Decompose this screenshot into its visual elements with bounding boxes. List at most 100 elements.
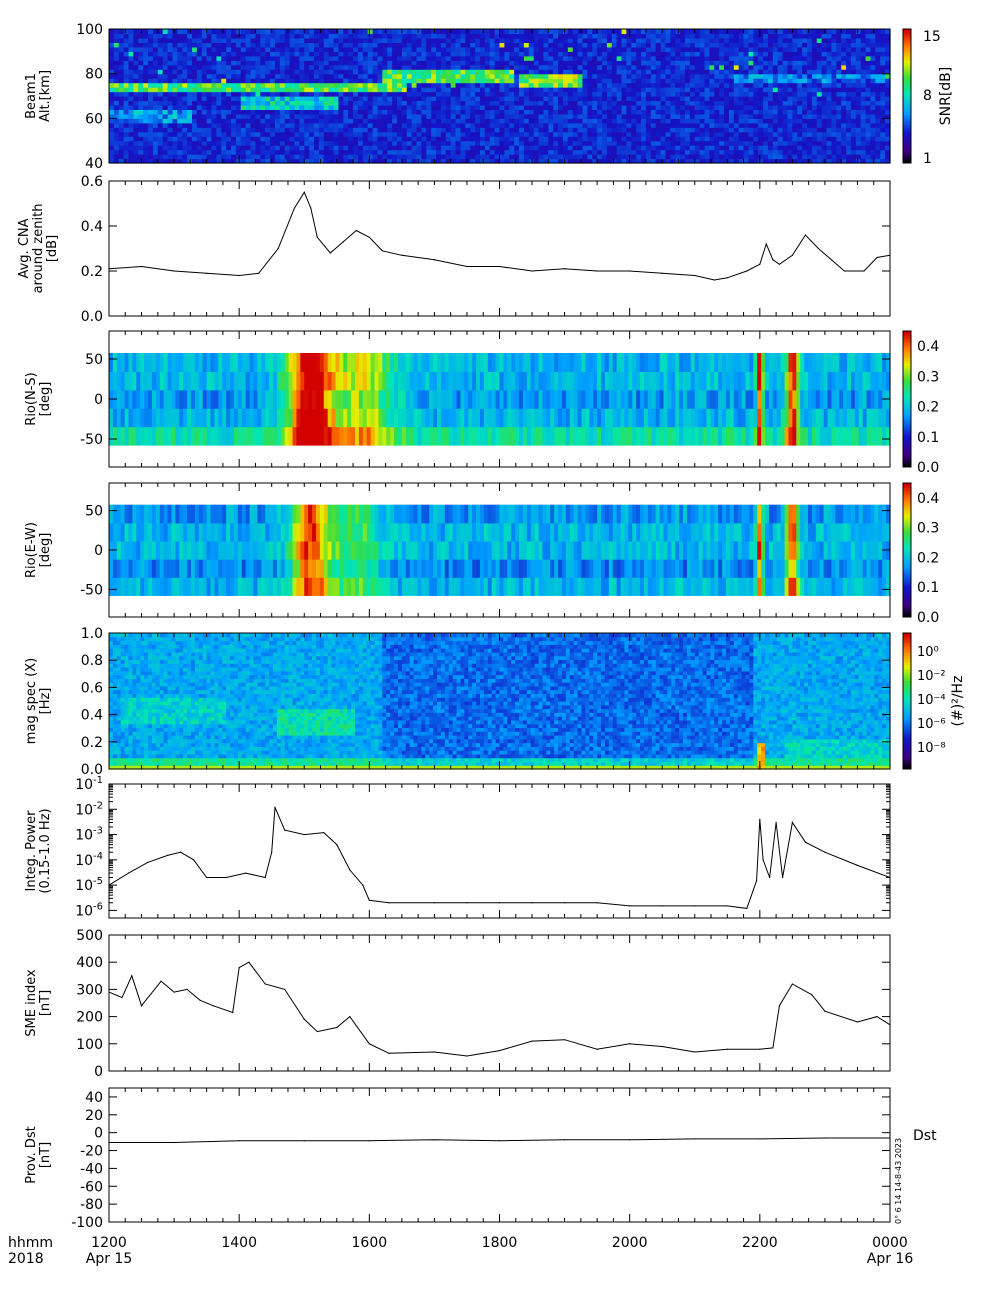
beam1-cell — [201, 64, 208, 70]
beam1-cell — [792, 55, 798, 61]
beam1-cell — [465, 136, 471, 142]
beam1-cell — [846, 29, 852, 35]
beam1-cell — [523, 113, 530, 119]
beam1-cell — [440, 136, 447, 142]
beam1-cell — [167, 104, 174, 110]
beam1-cell — [807, 46, 813, 52]
beam1-cell — [675, 55, 681, 61]
beam1-cell — [543, 51, 549, 57]
beam1-cell — [138, 118, 144, 124]
beam1-cell — [294, 69, 300, 75]
beam1-cell — [318, 78, 325, 84]
beam1-cell — [460, 82, 466, 88]
beam1-cell — [684, 140, 691, 146]
beam1-cell — [870, 122, 876, 128]
beam1-cell — [836, 113, 842, 119]
beam1-cell — [519, 42, 525, 48]
beam1-cell — [684, 100, 691, 106]
beam1-cell — [133, 46, 139, 52]
beam1-cell — [689, 100, 696, 106]
beam1-cell — [304, 113, 310, 119]
beam1-cell — [123, 96, 130, 102]
beam1-cell — [118, 87, 125, 93]
beam1-cell — [177, 33, 183, 39]
beam1-cell — [196, 91, 203, 97]
beam1-cell — [675, 78, 681, 84]
beam1-cell — [865, 158, 872, 164]
beam1-cell — [123, 42, 130, 48]
beam1-cell — [509, 69, 515, 75]
beam1-cell — [821, 82, 828, 88]
beam1-cell — [626, 145, 632, 151]
beam1-cell — [221, 118, 227, 124]
beam1-cell — [558, 140, 564, 146]
beam1-cell — [333, 145, 340, 151]
beam1-cell — [870, 55, 876, 61]
beam1-cell — [758, 118, 764, 124]
beam1-cell — [846, 55, 852, 61]
beam1-cell — [157, 42, 164, 48]
beam1-cell — [572, 87, 579, 93]
beam1-cell — [396, 87, 403, 93]
beam1-cell — [680, 78, 686, 84]
beam1-cell — [543, 131, 549, 137]
beam1-cell — [167, 78, 174, 84]
beam1-cell — [621, 96, 628, 102]
beam1-cell — [465, 82, 471, 88]
beam1-cell — [514, 60, 520, 66]
beam1-cell — [191, 131, 198, 137]
beam1-cell — [152, 140, 159, 146]
beam1-cell — [743, 37, 750, 43]
beam1-cell — [704, 109, 710, 115]
beam1-cell — [621, 51, 628, 57]
beam1-cell — [621, 33, 628, 39]
beam1-cell — [270, 109, 276, 115]
beam1-cell — [621, 145, 628, 151]
beam1-cell — [616, 78, 623, 84]
beam1-cell — [255, 82, 261, 88]
beam1-cell — [514, 154, 520, 160]
beam1-colorbar-band — [903, 127, 911, 130]
beam1-cell — [118, 136, 125, 142]
beam1-cell — [519, 109, 525, 115]
beam1-cell — [231, 87, 237, 93]
beam1-colorbar-band — [903, 29, 911, 32]
beam1-cell — [787, 100, 793, 106]
beam1-cell — [733, 69, 740, 75]
beam1-cell — [675, 69, 681, 75]
beam1-cell — [567, 113, 574, 119]
beam1-cell — [460, 122, 466, 128]
beam1-cell — [499, 73, 505, 79]
beam1-cell — [631, 127, 637, 133]
beam1-cell — [255, 37, 261, 43]
beam1-cell — [611, 37, 618, 43]
beam1-cell — [821, 46, 828, 52]
beam1-cell — [274, 113, 281, 119]
beam1-cell — [289, 104, 296, 110]
beam1-cell — [270, 104, 276, 110]
beam1-cell — [196, 87, 203, 93]
beam1-cell — [489, 118, 496, 124]
beam1-cell — [724, 136, 730, 142]
beam1-cell — [182, 149, 188, 155]
beam1-cell — [767, 29, 774, 35]
beam1-cell — [436, 122, 442, 128]
beam1-cell — [392, 158, 398, 164]
beam1-cell — [309, 118, 315, 124]
beam1-cell — [792, 149, 798, 155]
beam1-cell — [157, 29, 164, 35]
beam1-cell — [118, 37, 125, 43]
beam1-cell — [821, 136, 828, 142]
beam1-cell — [626, 131, 632, 137]
beam1-cell — [411, 91, 418, 97]
beam1-cell — [323, 96, 330, 102]
beam1-cell — [675, 96, 681, 102]
beam1-cell — [772, 122, 779, 128]
beam1-cell — [772, 33, 779, 39]
beam1-cell — [470, 55, 476, 61]
beam1-cell — [553, 136, 559, 142]
beam1-cell — [250, 73, 257, 79]
beam1-cell — [772, 69, 779, 75]
beam1-cell — [836, 87, 842, 93]
beam1-cell — [299, 42, 305, 48]
